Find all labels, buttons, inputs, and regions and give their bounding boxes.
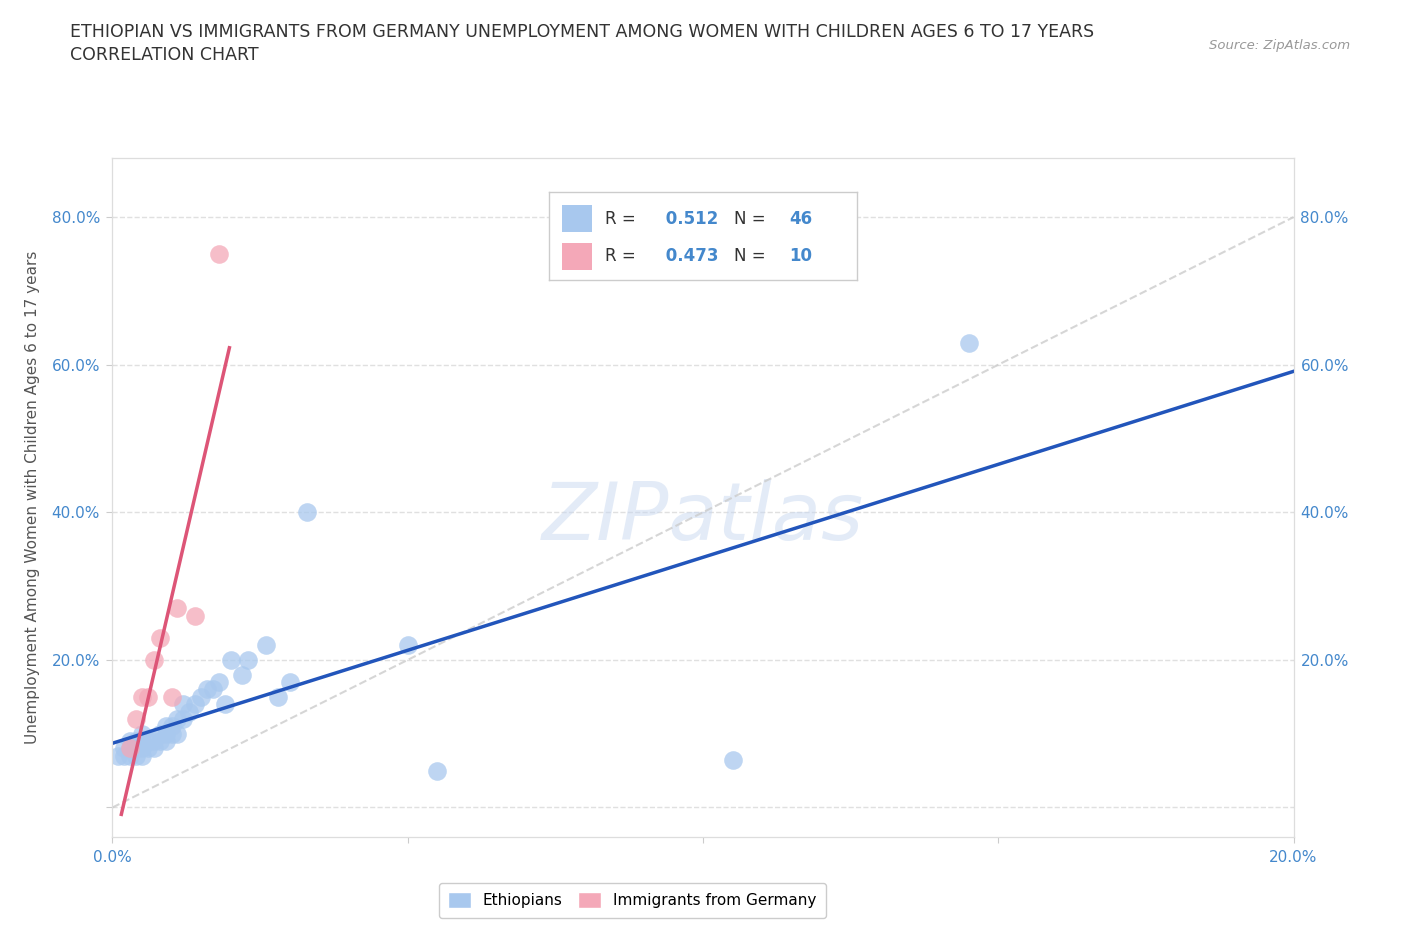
Bar <box>562 244 592 270</box>
Bar <box>562 206 592 232</box>
Legend: Ethiopians, Immigrants from Germany: Ethiopians, Immigrants from Germany <box>439 884 825 918</box>
Point <box>219 653 242 668</box>
Text: ETHIOPIAN VS IMMIGRANTS FROM GERMANY UNEMPLOYMENT AMONG WOMEN WITH CHILDREN AGES: ETHIOPIAN VS IMMIGRANTS FROM GERMANY UNE… <box>70 23 1094 41</box>
Point <box>208 246 231 261</box>
Point <box>131 741 153 756</box>
Point <box>160 689 183 704</box>
Point <box>120 741 142 756</box>
Point <box>131 726 153 741</box>
Text: ZIPatlas: ZIPatlas <box>541 479 865 557</box>
Point <box>120 749 142 764</box>
Point <box>231 667 253 682</box>
Point <box>155 734 177 749</box>
Point <box>721 752 744 767</box>
Point <box>396 638 419 653</box>
Point <box>131 749 153 764</box>
Point <box>112 741 135 756</box>
Point <box>120 741 142 756</box>
Point <box>267 689 290 704</box>
Point <box>142 653 165 668</box>
Text: 10: 10 <box>789 247 813 265</box>
Point <box>125 741 148 756</box>
Point <box>149 631 172 645</box>
Text: 0.473: 0.473 <box>659 247 718 265</box>
Point <box>107 749 129 764</box>
Point <box>142 741 165 756</box>
Point <box>149 726 172 741</box>
Point <box>136 734 159 749</box>
Point <box>201 682 224 697</box>
Text: R =: R = <box>605 209 641 228</box>
Point <box>136 689 159 704</box>
Point <box>190 689 212 704</box>
Point <box>125 711 148 726</box>
Point <box>214 697 236 711</box>
Point <box>254 638 277 653</box>
Point <box>166 601 188 616</box>
Point <box>160 726 183 741</box>
Point <box>426 764 449 778</box>
Text: R =: R = <box>605 247 641 265</box>
Point <box>131 689 153 704</box>
Point <box>184 608 207 623</box>
Point <box>125 734 148 749</box>
Point <box>120 734 142 749</box>
Point <box>184 697 207 711</box>
Point <box>297 505 319 520</box>
Point <box>172 697 194 711</box>
Point <box>142 734 165 749</box>
Text: 46: 46 <box>789 209 813 228</box>
Text: Source: ZipAtlas.com: Source: ZipAtlas.com <box>1209 39 1350 52</box>
Point <box>155 726 177 741</box>
Point <box>179 704 201 719</box>
Point <box>238 653 260 668</box>
Y-axis label: Unemployment Among Women with Children Ages 6 to 17 years: Unemployment Among Women with Children A… <box>25 251 41 744</box>
Point <box>166 726 188 741</box>
Point <box>208 674 231 689</box>
Point <box>131 734 153 749</box>
Text: N =: N = <box>734 247 770 265</box>
Text: 0.512: 0.512 <box>659 209 718 228</box>
Point <box>957 335 980 350</box>
Point <box>155 719 177 734</box>
Point <box>195 682 218 697</box>
Point <box>172 711 194 726</box>
Point <box>166 711 188 726</box>
Point <box>112 749 135 764</box>
Point <box>278 674 301 689</box>
Point <box>149 734 172 749</box>
Text: CORRELATION CHART: CORRELATION CHART <box>70 46 259 64</box>
Point <box>160 719 183 734</box>
Text: N =: N = <box>734 209 770 228</box>
Point <box>136 741 159 756</box>
Point <box>125 749 148 764</box>
